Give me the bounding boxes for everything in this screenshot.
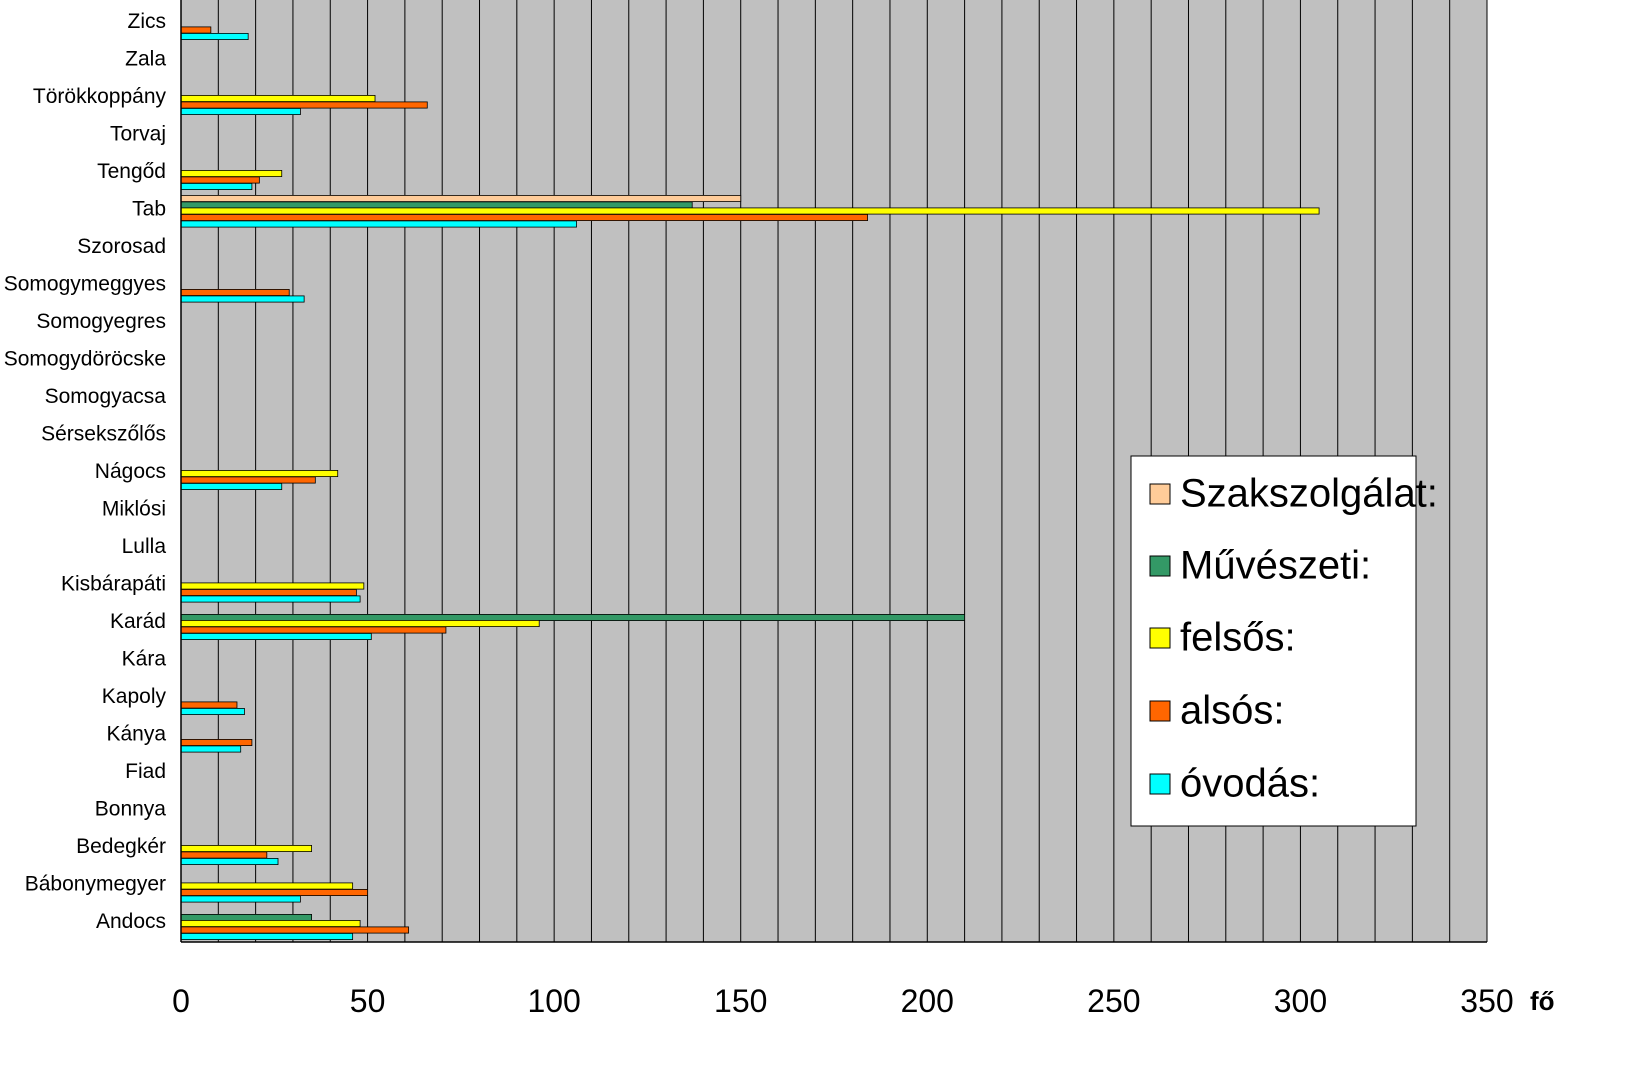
bar — [180, 851, 268, 859]
bar — [180, 595, 361, 603]
category-label: Fiad — [125, 760, 166, 783]
category-label: Lulla — [122, 535, 167, 558]
category-label: Zala — [125, 48, 166, 71]
axes — [180, 0, 1488, 943]
bar — [180, 633, 372, 641]
category-label: Somogymeggyes — [4, 273, 166, 296]
x-tick-label: 50 — [350, 983, 386, 1019]
bar — [180, 895, 301, 903]
bar — [180, 701, 238, 709]
legend-label: Szakszolgálat: — [1180, 472, 1438, 516]
category-label: Somogyacsa — [45, 385, 167, 408]
category-label: Törökkoppány — [33, 85, 167, 108]
bar — [180, 614, 965, 622]
bar — [180, 482, 283, 490]
bar — [180, 108, 301, 116]
bar — [180, 739, 253, 747]
x-tick-label: 250 — [1087, 983, 1140, 1019]
bar — [180, 626, 447, 634]
x-tick-label: 100 — [527, 983, 580, 1019]
category-label: Tab — [132, 198, 166, 221]
bar — [180, 288, 290, 296]
x-tick-labels: 0 50 100 150 200 250 300 350 — [172, 983, 1514, 1019]
legend-swatch — [1149, 555, 1171, 577]
bar — [180, 176, 260, 184]
bar — [180, 708, 245, 716]
bar — [180, 933, 354, 941]
x-tick-label: 200 — [901, 983, 954, 1019]
category-label: Somogydöröcske — [4, 348, 166, 371]
x-tick-label: 150 — [714, 983, 767, 1019]
bar — [180, 169, 283, 177]
category-label: Miklósi — [102, 498, 166, 521]
category-labels: Andocs Bábonymegyer Bedegkér Bonnya Fiad Kány… — [4, 10, 167, 933]
bar — [180, 889, 368, 897]
bar — [180, 101, 428, 109]
x-tick-label: 0 — [172, 983, 190, 1019]
legend-box — [1130, 455, 1417, 827]
category-label: Kapoly — [102, 685, 167, 708]
bar — [180, 95, 376, 103]
category-label: Bonnya — [95, 798, 167, 821]
bar — [180, 845, 313, 853]
legend-swatch — [1149, 700, 1171, 722]
bar — [180, 745, 242, 753]
legend-label: felsős: — [1180, 616, 1296, 660]
category-label: Sérsekszőlős — [41, 423, 166, 446]
category-label: Nágocs — [95, 460, 166, 483]
bar — [180, 589, 357, 597]
category-label: Szorosad — [77, 235, 166, 258]
x-tick-label: 350 — [1460, 983, 1513, 1019]
bar — [180, 914, 313, 922]
bar — [180, 201, 693, 209]
category-label: Bedegkér — [76, 835, 166, 858]
bar — [180, 926, 410, 934]
bar — [180, 858, 279, 866]
bar — [180, 295, 305, 303]
legend-swatch — [1149, 627, 1171, 649]
bar — [180, 220, 577, 228]
bar — [180, 26, 212, 34]
legend-swatch — [1149, 773, 1171, 795]
legend-label: alsós: — [1180, 689, 1285, 733]
bar — [180, 469, 339, 477]
legend: Szakszolgálat: Művészeti: felsős: alsós: óvo… — [1130, 455, 1438, 827]
category-label: Karád — [110, 610, 166, 633]
category-label: Torvaj — [110, 123, 166, 146]
bar — [180, 213, 868, 221]
category-label: Zics — [128, 10, 167, 33]
bar — [180, 582, 365, 590]
bar — [180, 182, 253, 190]
category-label: Kára — [122, 648, 167, 671]
category-label: Kisbárapáti — [61, 573, 166, 596]
bar — [180, 882, 354, 890]
bar — [180, 194, 742, 202]
bar — [180, 620, 540, 628]
bar — [180, 207, 1320, 215]
category-label: Bábonymegyer — [25, 873, 166, 896]
legend-label: óvodás: — [1180, 762, 1320, 806]
legend-label: Művészeti: — [1180, 544, 1371, 588]
category-label: Kánya — [106, 723, 166, 746]
category-label: Somogyegres — [36, 310, 166, 333]
x-axis-unit-label: fő — [1530, 986, 1555, 1016]
bar — [180, 476, 316, 484]
bar — [180, 33, 249, 41]
bar — [180, 920, 361, 928]
category-label: Tengőd — [97, 160, 166, 183]
legend-swatch — [1149, 483, 1171, 505]
category-label: Andocs — [96, 910, 166, 933]
x-tick-label: 300 — [1274, 983, 1327, 1019]
